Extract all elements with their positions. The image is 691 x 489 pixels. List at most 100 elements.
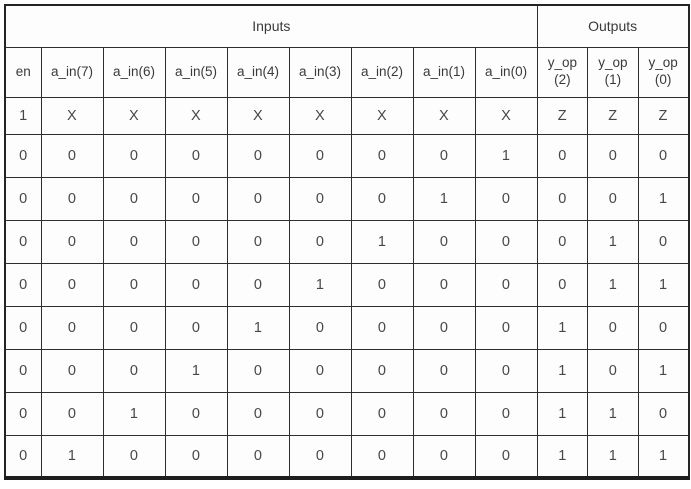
table-cell: 1 bbox=[536, 434, 589, 479]
table-cell: 0 bbox=[474, 434, 538, 479]
table-cell: Z bbox=[637, 96, 690, 135]
column-header-7: a_in(1) bbox=[412, 46, 476, 98]
table-cell: 0 bbox=[4, 133, 42, 178]
column-header-9: y_op (2) bbox=[536, 46, 589, 98]
table-cell: 0 bbox=[412, 305, 476, 350]
table-cell: 1 bbox=[536, 391, 589, 436]
table-cell: 0 bbox=[40, 305, 104, 350]
table-cell: 0 bbox=[288, 219, 352, 264]
table-cell: 0 bbox=[350, 434, 414, 479]
column-header-8: a_in(0) bbox=[474, 46, 538, 98]
table-cell: 0 bbox=[40, 133, 104, 178]
table-cell: 1 bbox=[637, 348, 690, 393]
table-cell: X bbox=[288, 96, 352, 135]
table-cell: 1 bbox=[587, 391, 639, 436]
column-header-3: a_in(5) bbox=[164, 46, 228, 98]
column-header-row: en a_in(7) a_in(6) a_in(5) a_in(4) a_in(3) a_i… bbox=[4, 46, 690, 98]
table-cell: 0 bbox=[412, 133, 476, 178]
table-cell: 0 bbox=[350, 391, 414, 436]
table-cell: 0 bbox=[412, 262, 476, 307]
table-cell: 0 bbox=[40, 176, 104, 221]
table-cell: 0 bbox=[40, 219, 104, 264]
table-cell: 1 bbox=[637, 262, 690, 307]
table-cell: X bbox=[350, 96, 414, 135]
table-cell: 0 bbox=[288, 391, 352, 436]
table-cell: 0 bbox=[412, 391, 476, 436]
group-header-row: Inputs Outputs bbox=[4, 4, 690, 48]
table-cell: 0 bbox=[350, 133, 414, 178]
table-cell: 0 bbox=[536, 219, 589, 264]
table-cell: 0 bbox=[226, 133, 290, 178]
table-cell: 0 bbox=[226, 219, 290, 264]
table-cell: 0 bbox=[164, 133, 228, 178]
column-header-10: y_op (1) bbox=[587, 46, 639, 98]
column-header-5: a_in(3) bbox=[288, 46, 352, 98]
table-cell: 0 bbox=[226, 391, 290, 436]
table-cell: X bbox=[226, 96, 290, 135]
table-cell: 0 bbox=[474, 391, 538, 436]
table-cell: 0 bbox=[474, 262, 538, 307]
table-cell: 1 bbox=[474, 133, 538, 178]
column-header-2: a_in(6) bbox=[102, 46, 166, 98]
table-cell: 0 bbox=[637, 391, 690, 436]
table-cell: 0 bbox=[637, 133, 690, 178]
table-cell: 0 bbox=[4, 262, 42, 307]
table-cell: 0 bbox=[102, 219, 166, 264]
table-cell: 1 bbox=[102, 391, 166, 436]
table-cell: 0 bbox=[226, 348, 290, 393]
table-cell: 0 bbox=[226, 434, 290, 479]
table-cell: 0 bbox=[164, 305, 228, 350]
table-cell: 0 bbox=[587, 176, 639, 221]
column-header-1: a_in(7) bbox=[40, 46, 104, 98]
group-header-outputs: Outputs bbox=[536, 4, 690, 48]
table-cell: 0 bbox=[587, 348, 639, 393]
table-cell: 0 bbox=[536, 133, 589, 178]
table-cell: 0 bbox=[40, 348, 104, 393]
table-cell: 1 bbox=[288, 262, 352, 307]
table-cell: 0 bbox=[350, 262, 414, 307]
table-cell: 0 bbox=[412, 434, 476, 479]
table-cell: 1 bbox=[637, 176, 690, 221]
table-cell: 0 bbox=[288, 305, 352, 350]
table-cell: 0 bbox=[102, 176, 166, 221]
table-cell: 1 bbox=[164, 348, 228, 393]
column-header-11: y_op (0) bbox=[637, 46, 690, 98]
table-cell: 0 bbox=[4, 434, 42, 479]
table-cell: 1 bbox=[587, 219, 639, 264]
table-cell: 0 bbox=[40, 262, 104, 307]
table-cell: 0 bbox=[102, 262, 166, 307]
table-cell: X bbox=[474, 96, 538, 135]
table-cell: 0 bbox=[4, 391, 42, 436]
table-cell: X bbox=[412, 96, 476, 135]
table-cell: Z bbox=[587, 96, 639, 135]
table-cell: 0 bbox=[288, 348, 352, 393]
table-cell: 0 bbox=[474, 219, 538, 264]
table-cell: 0 bbox=[288, 176, 352, 221]
table-cell: 0 bbox=[637, 305, 690, 350]
table-cell: 1 bbox=[226, 305, 290, 350]
table-cell: 0 bbox=[226, 176, 290, 221]
encoder-truth-table: Inputs Outputs en a_in(7) a_in(6) a_in(5) a_i… bbox=[4, 4, 690, 480]
table-cell: 1 bbox=[412, 176, 476, 221]
table-cell: 0 bbox=[474, 348, 538, 393]
table-cell: 0 bbox=[474, 305, 538, 350]
group-header-inputs: Inputs bbox=[4, 4, 538, 48]
table-cell: 0 bbox=[4, 348, 42, 393]
table-cell: 0 bbox=[102, 348, 166, 393]
table-cell: 0 bbox=[536, 176, 589, 221]
table-cell: 0 bbox=[164, 262, 228, 307]
table-cell: 0 bbox=[587, 133, 639, 178]
table-cell: 0 bbox=[288, 133, 352, 178]
table-cell: 0 bbox=[40, 391, 104, 436]
table-cell: 0 bbox=[350, 348, 414, 393]
table-header: Inputs Outputs en a_in(7) a_in(6) a_in(5) a_i… bbox=[4, 4, 690, 98]
